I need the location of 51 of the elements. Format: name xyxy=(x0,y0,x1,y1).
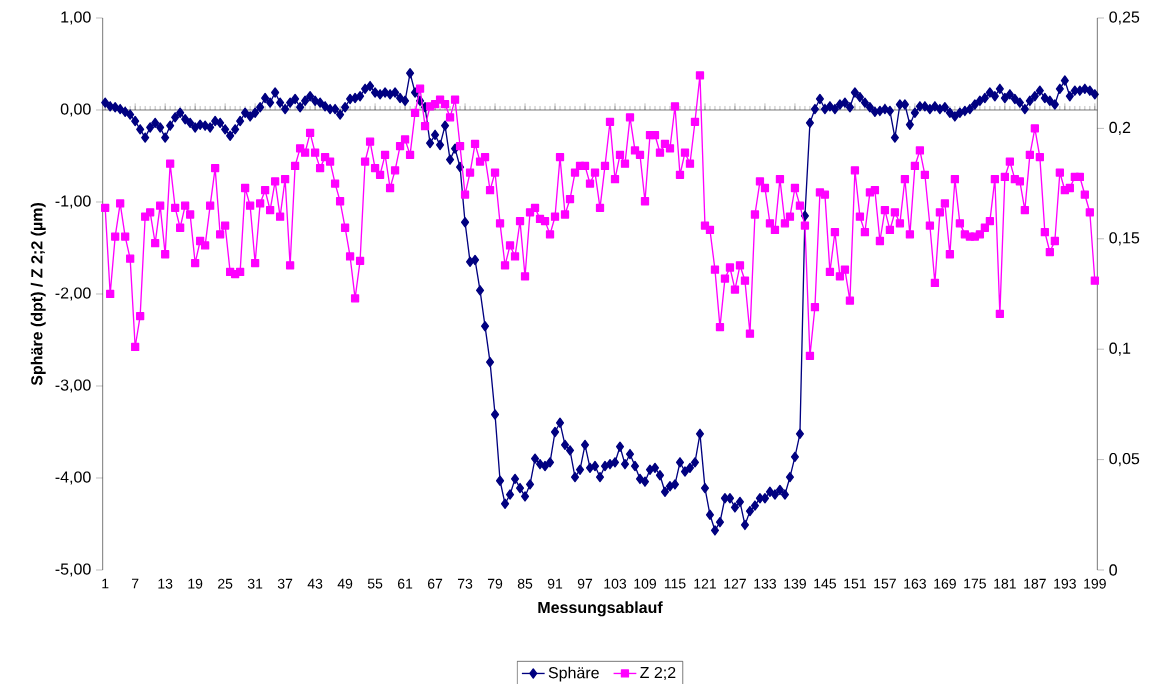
x-tick-label: 199 xyxy=(1084,578,1106,589)
x-tick-label: 97 xyxy=(577,578,593,589)
x-tick-label: 37 xyxy=(277,578,293,589)
y-axis-title: Sphäre (dpt) / Z 2;2 (µm) xyxy=(30,203,46,386)
y-tick-label: 1,00 xyxy=(61,11,91,25)
y-tick-label: -5,00 xyxy=(55,563,91,577)
x-tick-label: 73 xyxy=(457,578,473,589)
x-tick-label: 13 xyxy=(158,578,173,589)
x-tick-label: 193 xyxy=(1054,578,1076,589)
y2-tick-label: 0 xyxy=(1109,564,1117,576)
x-tick-label: 109 xyxy=(634,578,656,589)
x-tick-label: 121 xyxy=(694,578,716,589)
x-tick-label: 127 xyxy=(724,578,746,589)
x-tick-label: 169 xyxy=(934,578,956,589)
y2-tick-label: 0,2 xyxy=(1109,121,1131,135)
x-tick-label: 91 xyxy=(547,578,563,589)
x-tick-label: 157 xyxy=(874,578,896,589)
x-tick-label: 163 xyxy=(904,578,926,589)
x-tick-label: 181 xyxy=(994,578,1016,589)
x-axis-title: Messungsablauf xyxy=(538,601,663,617)
x-tick-label: 25 xyxy=(218,578,233,589)
x-tick-label: 7 xyxy=(131,578,139,589)
x-tick-label: 61 xyxy=(398,578,413,589)
x-tick-label: 55 xyxy=(367,578,383,589)
legend-label: Sphäre xyxy=(548,666,599,682)
x-tick-label: 175 xyxy=(964,578,986,589)
x-tick-label: 133 xyxy=(754,578,777,589)
y-tick-label: -2,00 xyxy=(55,287,91,301)
x-tick-label: 151 xyxy=(844,578,866,589)
x-tick-label: 43 xyxy=(307,578,323,589)
y-tick-label: 0,00 xyxy=(60,103,91,117)
y-tick-label: -3,00 xyxy=(55,379,91,393)
x-tick-label: 49 xyxy=(337,578,353,589)
x-tick-label: 67 xyxy=(427,578,443,589)
x-tick-label: 79 xyxy=(487,578,503,589)
x-tick-label: 145 xyxy=(814,578,837,589)
y2-tick-label: 0,15 xyxy=(1109,232,1140,246)
y2-tick-label: 0,1 xyxy=(1109,342,1131,356)
x-tick-label: 187 xyxy=(1024,578,1046,589)
x-tick-label: 139 xyxy=(784,578,806,589)
x-tick-label: 103 xyxy=(604,578,627,589)
y-tick-label: -4,00 xyxy=(55,471,91,485)
x-tick-label: 19 xyxy=(188,578,203,589)
y-tick-label: -1,00 xyxy=(55,195,91,209)
x-tick-label: 1 xyxy=(102,578,109,589)
y2-tick-label: 0,25 xyxy=(1109,11,1140,25)
legend-label: Z 2;2 xyxy=(640,666,676,681)
x-tick-label: 31 xyxy=(247,578,263,589)
y2-tick-label: 0,05 xyxy=(1109,452,1140,467)
x-tick-label: 115 xyxy=(664,578,686,589)
x-tick-label: 85 xyxy=(517,578,533,589)
